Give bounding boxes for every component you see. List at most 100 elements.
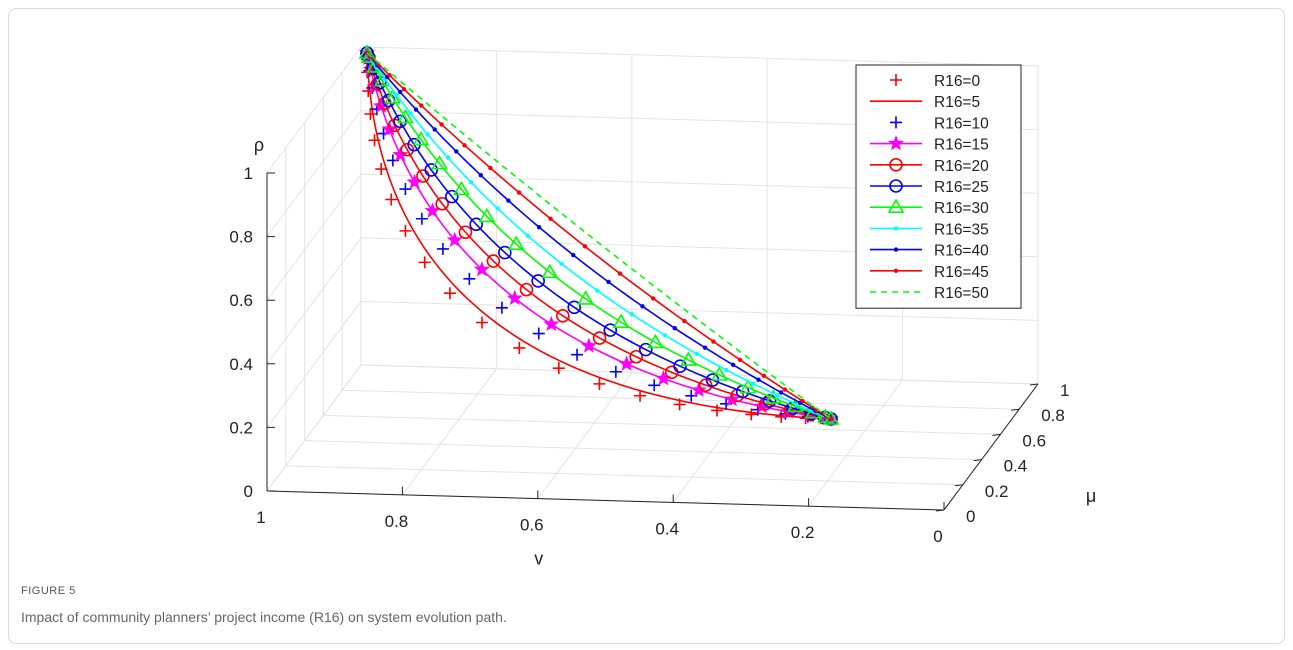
legend-entry: R16=50 — [934, 285, 989, 302]
plus-marker — [634, 389, 647, 402]
circle-marker — [445, 189, 459, 204]
rho-axis-label: ρ — [254, 135, 264, 155]
circle-marker — [486, 254, 501, 268]
grid-line — [360, 46, 1039, 67]
dot-marker — [702, 345, 708, 350]
dot-marker — [413, 107, 419, 112]
grid-line — [537, 372, 633, 499]
dot-marker — [751, 381, 756, 386]
star-marker — [543, 315, 560, 332]
v-tick-label: 0.8 — [385, 512, 409, 531]
dot-marker — [445, 155, 451, 160]
mu-tick-label: 1 — [1060, 381, 1069, 400]
dot-marker — [506, 198, 511, 203]
star-marker — [887, 135, 905, 151]
circle-marker — [519, 282, 534, 297]
dot-marker — [432, 127, 437, 132]
triangle-marker — [478, 207, 496, 223]
legend-entry: R16=35 — [934, 221, 989, 238]
dot-marker — [462, 143, 467, 148]
plus-marker — [385, 193, 398, 206]
series-line — [366, 52, 832, 420]
circle-marker — [638, 342, 653, 357]
triangle-marker — [577, 290, 595, 305]
legend-entry: R16=10 — [934, 115, 989, 132]
dot-marker — [694, 351, 699, 357]
circle-marker — [592, 331, 607, 345]
series-line — [366, 52, 832, 420]
star-marker — [392, 146, 409, 162]
star-marker — [655, 370, 672, 386]
circle-marker — [531, 274, 545, 288]
dot-marker — [454, 149, 459, 154]
v-tick-label: 0.4 — [655, 519, 679, 538]
dot-marker — [730, 362, 736, 368]
mu-tick-label: 0.8 — [1041, 406, 1065, 425]
evolution-path-3d-chart: 1 0.8 0.6 0.4 0.2 000.20.40.60.8100.20.40.60.… — [229, 44, 1096, 569]
circle-marker — [498, 245, 512, 260]
dot-marker — [711, 339, 716, 344]
series-line — [366, 52, 832, 420]
dot-marker — [408, 111, 413, 116]
plus-marker — [609, 365, 622, 378]
grid-line — [266, 301, 362, 428]
plus-marker — [532, 327, 545, 340]
circle-marker — [469, 217, 483, 232]
plus-marker — [495, 301, 508, 314]
series-line — [366, 52, 832, 420]
dot-marker — [439, 122, 444, 127]
plus-marker — [648, 379, 661, 392]
plus-marker — [476, 316, 488, 329]
grid-line — [808, 379, 904, 507]
legend-entry: R16=0 — [934, 73, 980, 90]
circle-marker — [629, 349, 643, 364]
rho-tick-label: 0.4 — [229, 355, 253, 374]
mu-tick — [954, 484, 963, 487]
rho-tick-label: 0.8 — [229, 228, 253, 247]
plus-marker — [890, 74, 902, 86]
dot-marker — [782, 387, 788, 392]
dot-marker — [893, 226, 899, 231]
circle-marker — [567, 300, 582, 315]
grid-line — [304, 440, 982, 461]
circle-marker — [889, 179, 903, 193]
star-marker — [580, 337, 597, 353]
star-marker — [373, 97, 390, 113]
plus-marker — [375, 163, 388, 176]
star-marker — [473, 261, 490, 277]
series-line — [366, 52, 832, 420]
mu-tick — [935, 509, 945, 512]
mu-tick-label: 0.2 — [985, 482, 1009, 501]
grid-line — [266, 173, 362, 301]
triangle-marker — [711, 366, 728, 381]
series-line — [366, 52, 832, 420]
plus-marker — [890, 116, 902, 129]
plus-marker — [443, 287, 456, 300]
grid-line — [672, 376, 768, 503]
v-tick-label: 1 — [256, 508, 265, 527]
plus-marker — [399, 224, 412, 237]
dot-marker — [525, 233, 530, 238]
circle-marker — [762, 394, 777, 408]
dot-marker — [397, 89, 403, 95]
grid-line — [342, 389, 1020, 410]
circle-marker — [400, 142, 415, 157]
figure-caption: Impact of community planners’ project in… — [21, 609, 507, 625]
mu-tick — [1011, 408, 1020, 411]
mu-tick-label: 0.4 — [1004, 457, 1028, 476]
star-marker — [446, 231, 463, 247]
legend-entry: R16=15 — [934, 137, 989, 154]
plus-marker — [364, 107, 377, 120]
dot-marker — [582, 244, 588, 249]
dot-marker — [495, 206, 500, 211]
legend-entry: R16=30 — [934, 200, 989, 217]
rho-tick-label: 0.6 — [229, 291, 253, 310]
dot-marker — [571, 252, 576, 258]
dot-marker — [488, 165, 493, 171]
grid-line — [285, 465, 963, 486]
dot-marker — [650, 296, 656, 301]
dot-marker — [468, 180, 474, 185]
mu-axis-label: μ — [1086, 486, 1096, 506]
triangle-marker — [360, 48, 378, 64]
v-tick-label: 0 — [933, 527, 942, 546]
